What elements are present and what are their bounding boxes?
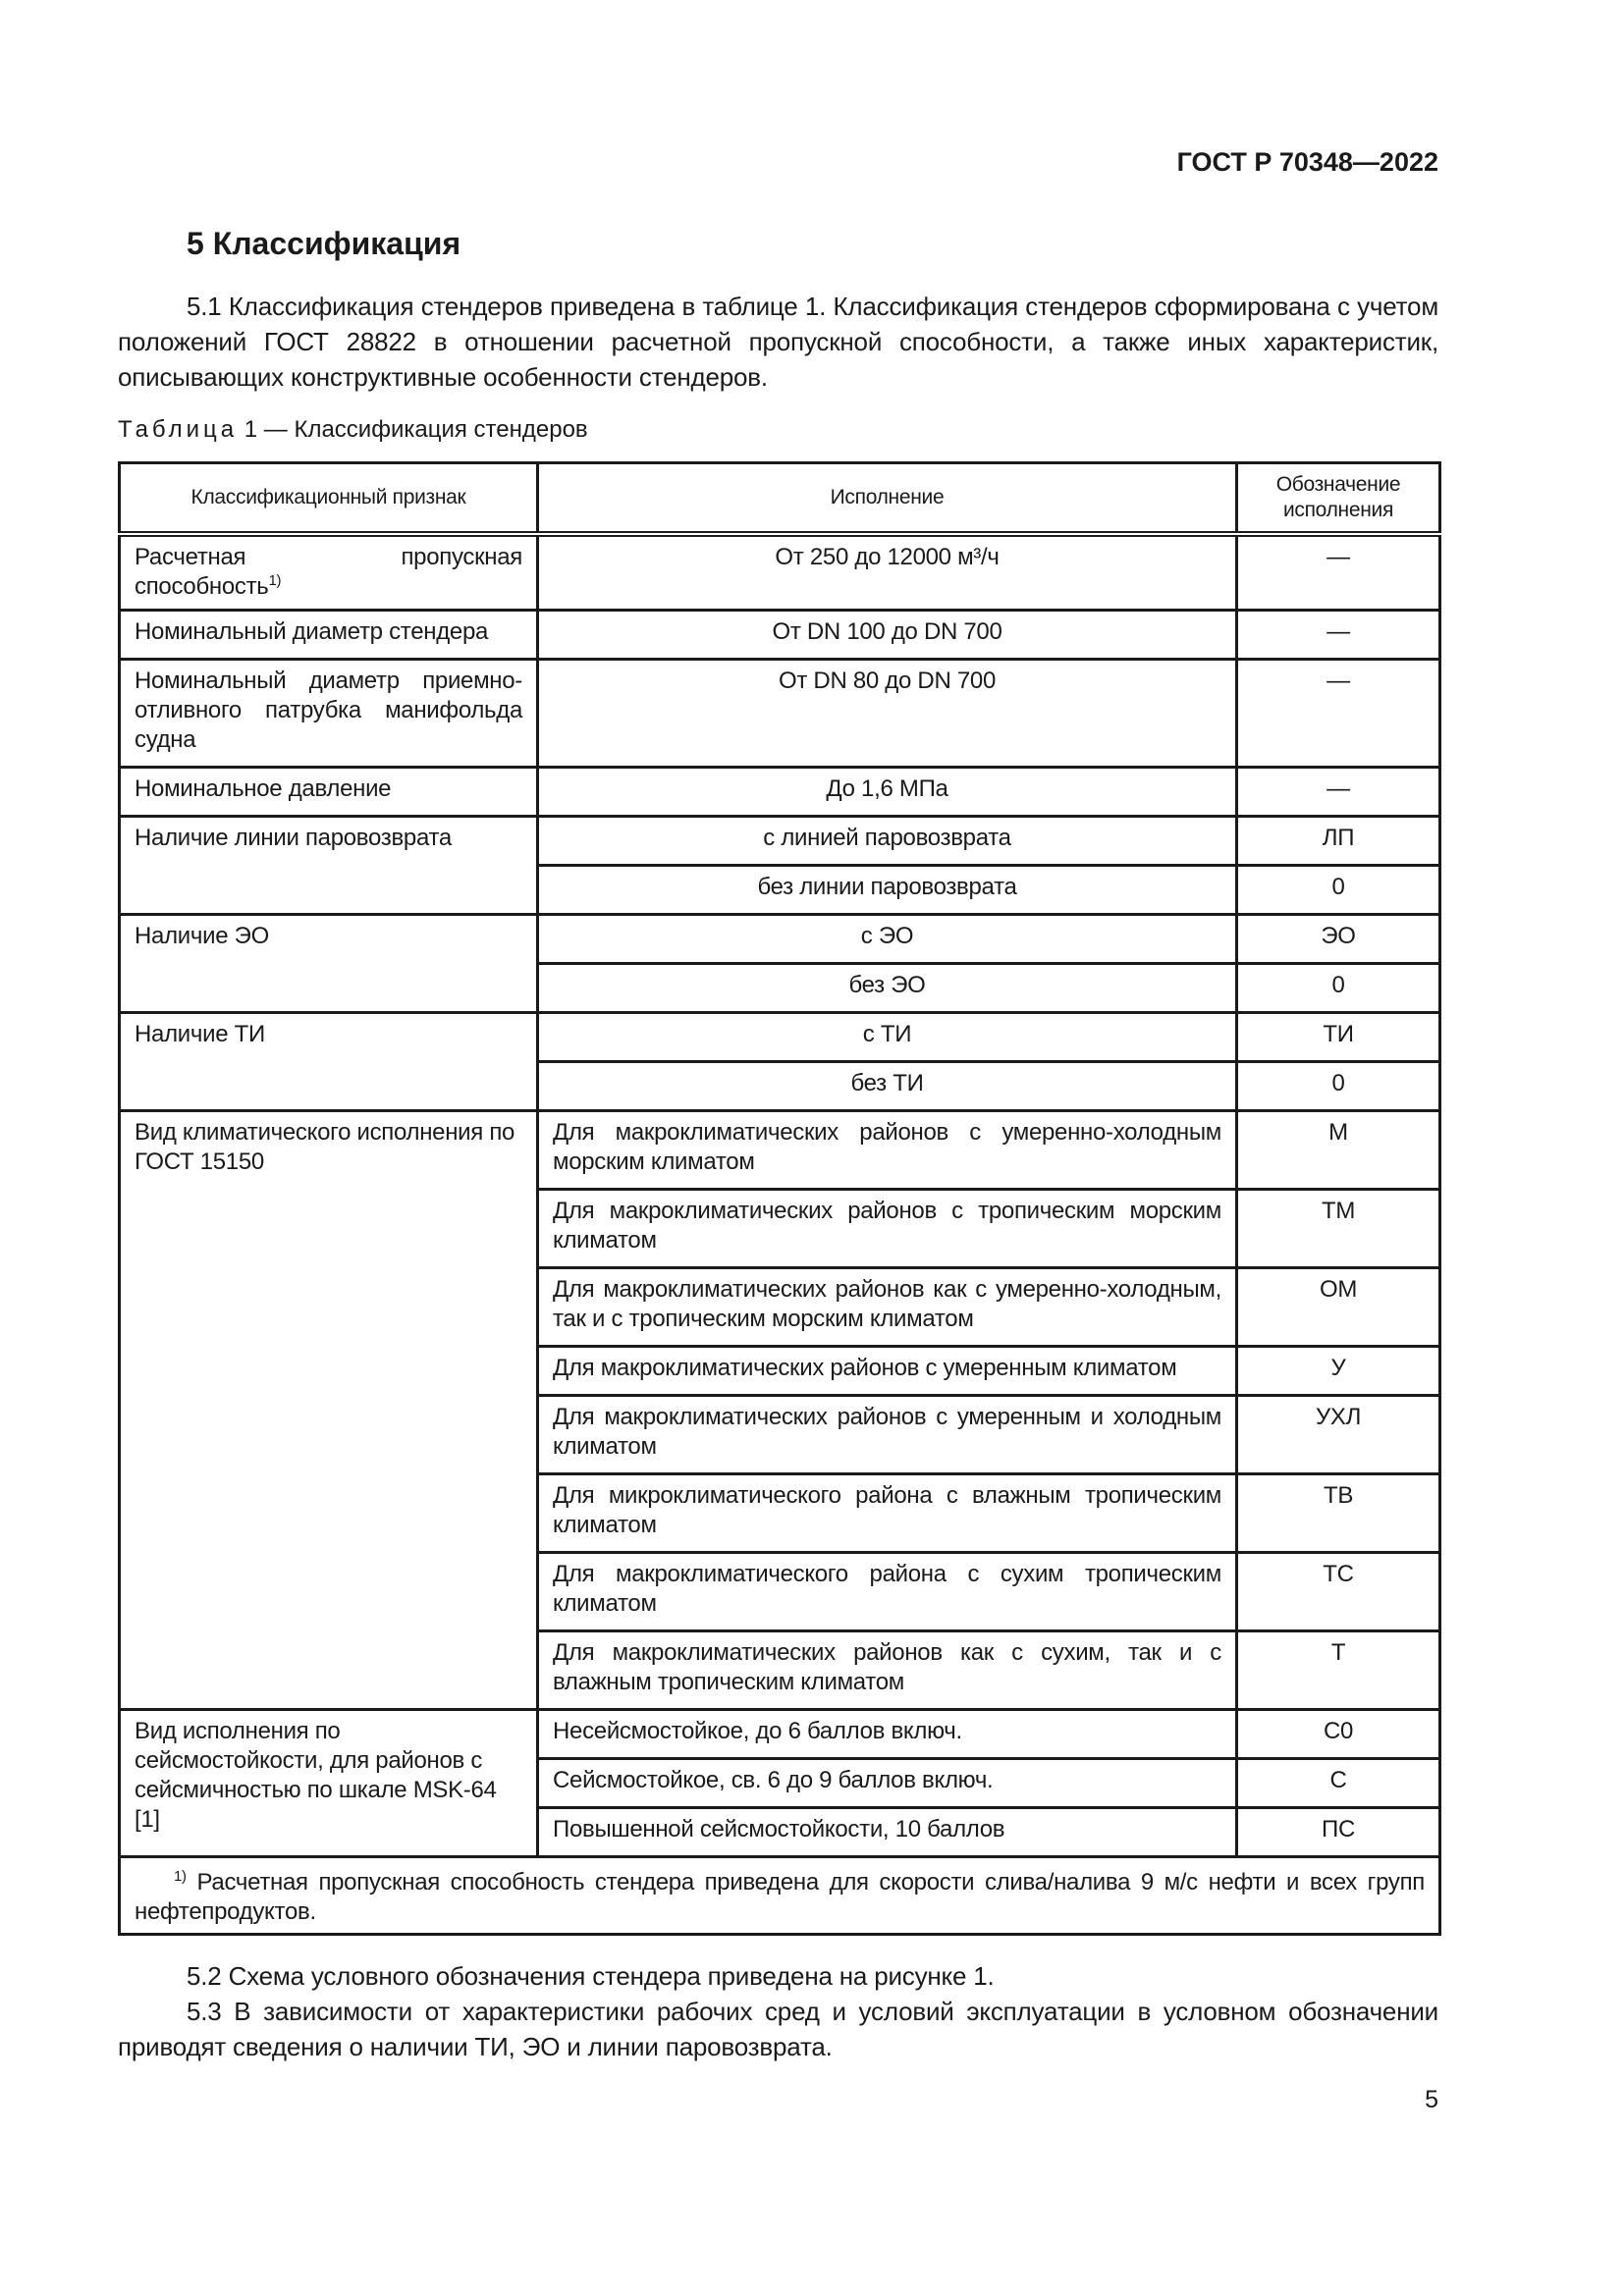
code-cell: 0	[1235, 962, 1441, 1014]
execution-cell: без ТИ	[536, 1060, 1238, 1112]
execution-cell: От DN 100 до DN 700	[536, 609, 1238, 661]
execution-cell: От DN 80 до DN 700	[536, 658, 1238, 769]
table-row: Для макроклиматических районов с тропиче…	[120, 1188, 1441, 1269]
code-cell: Т	[1235, 1629, 1441, 1711]
code-cell: У	[1235, 1345, 1441, 1397]
execution-cell: Сейсмостойкое, св. 6 до 9 баллов включ.	[536, 1757, 1238, 1809]
section-title: 5 Классификация	[187, 226, 461, 261]
execution-cell: Для микроклиматического района с влажным…	[536, 1472, 1238, 1554]
table-row: Для макроклиматических районов как с сух…	[120, 1629, 1441, 1711]
table-row: Номинальный диаметр приемно-отливного па…	[118, 658, 1441, 769]
execution-cell: Повышенной сейсмостойкости, 10 баллов	[536, 1806, 1238, 1858]
code-cell: ТВ	[1235, 1472, 1441, 1554]
feature-cell: Расчетная пропускная способность1)	[118, 532, 539, 612]
feature-cell: Номинальный диаметр стендера	[118, 609, 539, 661]
feature-cell: Вид климатического исполнения по ГОСТ 15…	[118, 1109, 539, 1711]
code-cell: —	[1235, 609, 1441, 661]
table-row: Для макроклиматических районов с умеренн…	[120, 1394, 1441, 1475]
table-row: Для макроклиматических районов как с уме…	[120, 1266, 1441, 1348]
code-cell: ЛП	[1235, 815, 1441, 867]
code-cell: 0	[1235, 864, 1441, 916]
table-row: Для макроклиматического района с сухим т…	[120, 1551, 1441, 1632]
execution-cell: Для макроклиматических районов с умеренн…	[536, 1109, 1238, 1191]
execution-cell: Для макроклиматического района с сухим т…	[536, 1551, 1238, 1632]
paragraph-5-3: 5.3 В зависимости от характеристики рабо…	[118, 1997, 1438, 2061]
paragraph-5-2: 5.2 Схема условного обозначения стендера…	[187, 1961, 995, 1991]
footnote-row: 1) Расчетная пропускная способность стен…	[118, 1855, 1441, 1936]
paragraph-5-1: 5.1 Классификация стендеров приведена в …	[118, 292, 1438, 392]
table-row: без ЭО 0	[120, 962, 1441, 1014]
document-id: ГОСТ Р 70348—2022	[1176, 147, 1438, 177]
code-cell: ТИ	[1235, 1011, 1441, 1063]
execution-cell: без линии паровозврата	[536, 864, 1238, 916]
table-row: Расчетная пропускная способность1) От 250…	[118, 532, 1441, 612]
execution-cell: Для макроклиматических районов с тропиче…	[536, 1188, 1238, 1269]
feature-cell: Наличие линии паровозврата	[118, 815, 539, 916]
table-row: Повышенной сейсмостойкости, 10 баллов ПС	[120, 1806, 1441, 1858]
code-cell: М	[1235, 1109, 1441, 1191]
table-row: без ТИ 0	[120, 1060, 1441, 1112]
table-row: Сейсмостойкое, св. 6 до 9 баллов включ. С	[120, 1757, 1441, 1809]
execution-cell: До 1,6 МПа	[536, 766, 1238, 818]
code-cell: ТМ	[1235, 1188, 1441, 1269]
header-execution: Исполнение	[536, 461, 1238, 535]
code-cell: ПС	[1235, 1806, 1441, 1858]
table-row: Вид климатического исполнения по ГОСТ 15…	[118, 1109, 1441, 1711]
code-cell: УХЛ	[1235, 1394, 1441, 1475]
feature-cell: Номинальный диаметр приемно-отливного па…	[118, 658, 539, 769]
table-footnote: 1) Расчетная пропускная способность стен…	[118, 1855, 1441, 1936]
table-row: Для микроклиматического района с влажным…	[120, 1472, 1441, 1554]
execution-cell: с линией паровозврата	[536, 815, 1238, 867]
header-feature: Классификационный признак	[118, 461, 539, 535]
code-cell: ОМ	[1235, 1266, 1441, 1348]
execution-cell: Для макроклиматических районов как с уме…	[536, 1266, 1238, 1348]
table-row: Номинальный диаметр стендера От DN 100 до…	[118, 609, 1441, 661]
execution-cell: Несейсмостойкое, до 6 баллов включ.	[536, 1708, 1238, 1760]
table-row: Наличие линии паровозврата с линией паров…	[118, 815, 1441, 916]
execution-cell: Для макроклиматических районов с умеренн…	[536, 1394, 1238, 1475]
execution-cell: с ЭО	[536, 913, 1238, 965]
execution-cell: От 250 до 12000 м³/ч	[536, 532, 1238, 612]
code-cell: —	[1235, 766, 1441, 818]
feature-cell: Номинальное давление	[118, 766, 539, 818]
execution-cell: с ТИ	[536, 1011, 1238, 1063]
feature-cell: Вид исполнения по сейсмостойкости, для р…	[118, 1708, 539, 1858]
table-row: Номинальное давление До 1,6 МПа —	[118, 766, 1441, 818]
table-row: Для макроклиматических районов с умеренн…	[120, 1345, 1441, 1397]
execution-cell: Для макроклиматических районов как с сух…	[536, 1629, 1238, 1711]
execution-cell: без ЭО	[536, 962, 1238, 1014]
table-row: без линии паровозврата 0	[120, 864, 1441, 916]
page-number: 5	[1425, 2086, 1438, 2113]
code-cell: ЭО	[1235, 913, 1441, 965]
feature-cell: Наличие ЭО	[118, 913, 539, 1014]
header-code: Обозначение исполнения	[1235, 461, 1441, 535]
table-caption: Таблица 1 — Классификация стендеров	[118, 416, 588, 443]
table-row: Вид исполнения по сейсмостойкости, для р…	[118, 1708, 1441, 1858]
code-cell: —	[1235, 658, 1441, 769]
code-cell: 0	[1235, 1060, 1441, 1112]
code-cell: С0	[1235, 1708, 1441, 1760]
feature-cell: Наличие ТИ	[118, 1011, 539, 1112]
code-cell: —	[1235, 532, 1441, 612]
classification-table: Классификационный признак Исполнение Обо…	[118, 461, 1441, 1936]
table-row: Наличие ЭО с ЭО ЭО	[118, 913, 1441, 1014]
execution-cell: Для макроклиматических районов с умеренн…	[536, 1345, 1238, 1397]
code-cell: ТС	[1235, 1551, 1441, 1632]
table-row: Наличие ТИ с ТИ ТИ	[118, 1011, 1441, 1112]
code-cell: С	[1235, 1757, 1441, 1809]
